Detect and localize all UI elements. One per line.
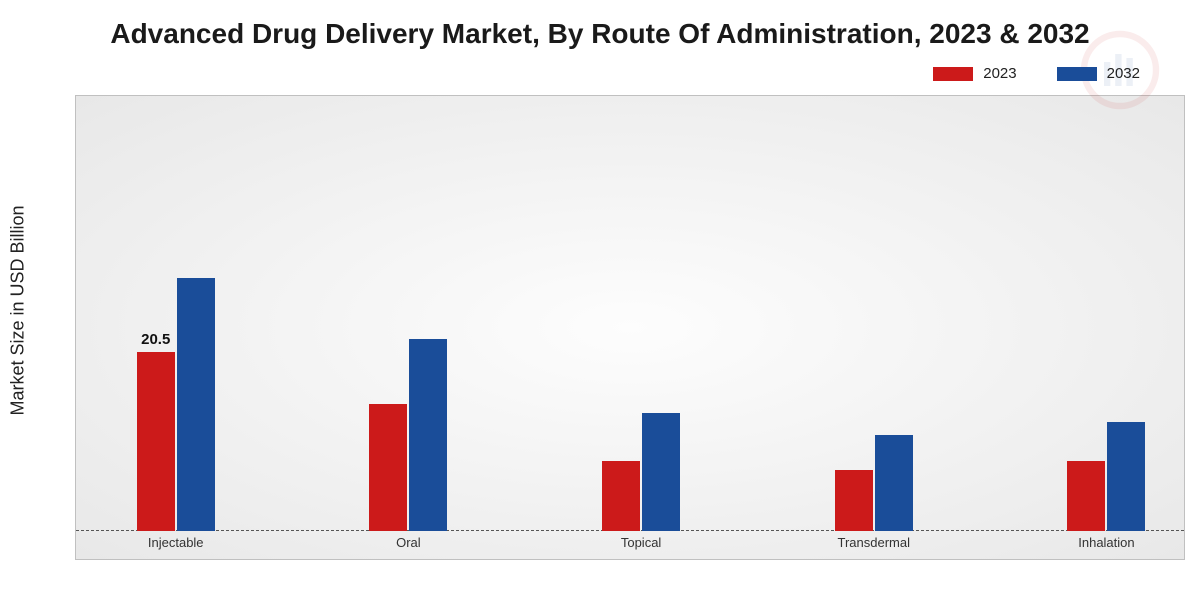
bar-group-injectable: 20.5: [137, 278, 215, 531]
legend: 2023 2032: [933, 65, 1140, 82]
x-label-injectable: Injectable: [148, 535, 204, 550]
x-label-inhalation: Inhalation: [1078, 535, 1134, 550]
chart-area: 20.5 Injectable Oral Topical Transdermal Inh…: [75, 95, 1185, 560]
bar-oral-2032: [409, 339, 447, 531]
legend-label-2023: 2023: [983, 65, 1016, 82]
legend-item-2023: 2023: [933, 65, 1016, 82]
plot-region: 20.5: [76, 96, 1184, 531]
bar-group-transdermal: [835, 435, 913, 531]
x-label-transdermal: Transdermal: [838, 535, 910, 550]
legend-swatch-2032: [1057, 67, 1097, 81]
bar-topical-2023: [602, 461, 640, 531]
bar-topical-2032: [642, 413, 680, 531]
bar-group-oral: [369, 339, 447, 531]
bar-transdermal-2032: [875, 435, 913, 531]
y-axis-label: Market Size in USD Billion: [8, 205, 29, 415]
x-label-oral: Oral: [396, 535, 421, 550]
bar-injectable-2032: [177, 278, 215, 531]
bar-group-topical: [602, 413, 680, 531]
legend-item-2032: 2032: [1057, 65, 1140, 82]
bar-inhalation-2032: [1107, 422, 1145, 531]
chart-title: Advanced Drug Delivery Market, By Route …: [0, 0, 1200, 60]
bar-transdermal-2023: [835, 470, 873, 531]
bar-inhalation-2023: [1067, 461, 1105, 531]
legend-swatch-2023: [933, 67, 973, 81]
x-label-topical: Topical: [621, 535, 661, 550]
legend-label-2032: 2032: [1107, 65, 1140, 82]
bar-injectable-2023: [137, 352, 175, 531]
bar-group-inhalation: [1067, 422, 1145, 531]
bar-value-label: 20.5: [141, 331, 170, 348]
x-axis-labels: Injectable Oral Topical Transdermal Inhalati…: [76, 535, 1184, 555]
bar-oral-2023: [369, 404, 407, 531]
